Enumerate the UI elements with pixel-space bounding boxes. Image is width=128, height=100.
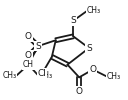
Text: O: O — [89, 65, 96, 74]
Text: CH: CH — [23, 60, 34, 69]
Text: CH₃: CH₃ — [3, 71, 17, 80]
Text: O: O — [76, 86, 83, 96]
Text: CH₃: CH₃ — [87, 6, 101, 15]
Text: S: S — [70, 16, 76, 25]
Text: CH₃: CH₃ — [38, 71, 52, 80]
Text: O: O — [25, 32, 32, 41]
Text: S: S — [35, 42, 41, 51]
Text: CH₃: CH₃ — [106, 72, 121, 81]
Text: S: S — [86, 44, 92, 52]
Text: Cl: Cl — [38, 69, 46, 78]
Text: O: O — [25, 51, 32, 60]
